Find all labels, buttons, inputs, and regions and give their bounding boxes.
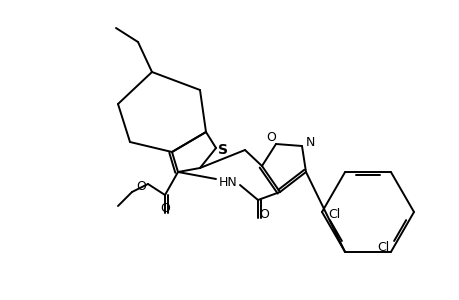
Text: O: O: [160, 202, 169, 214]
Text: O: O: [136, 181, 146, 194]
Text: N: N: [305, 136, 314, 148]
Text: HN: HN: [218, 176, 237, 188]
Text: Cl: Cl: [327, 208, 339, 220]
Text: S: S: [218, 143, 228, 157]
Text: O: O: [258, 208, 269, 220]
Text: Cl: Cl: [376, 241, 388, 254]
Text: O: O: [265, 130, 275, 143]
